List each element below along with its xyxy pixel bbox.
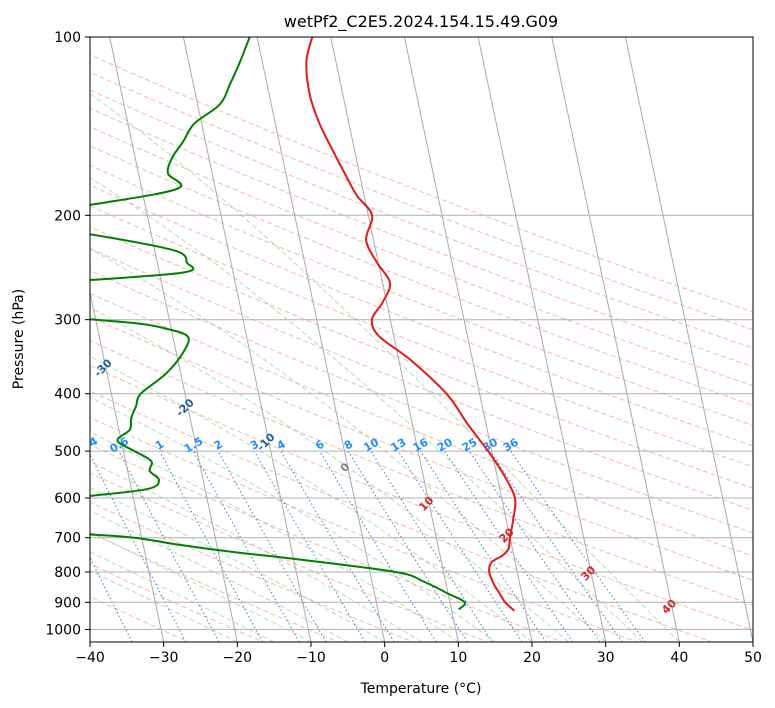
mixing-ratio-lines (90, 450, 646, 642)
isotherm-line (256, 37, 386, 642)
y-tick-label: 700 (54, 531, 81, 547)
isotherms (90, 37, 753, 642)
dry-adiabat-line (90, 164, 753, 426)
isotherm-line (90, 290, 165, 642)
y-tick-label: 600 (54, 491, 81, 507)
isotherm-line (403, 37, 533, 642)
x-tick-label: −20 (223, 650, 253, 666)
x-tick-label: 50 (744, 650, 762, 666)
isotherm-line (182, 37, 312, 642)
moist-adiabat-line (90, 355, 533, 642)
y-tick-label: 200 (54, 208, 81, 224)
isotherm-line (551, 37, 680, 642)
moist-adiabats (90, 92, 680, 642)
mixing-ratio-line (192, 450, 300, 642)
x-tick-label: −30 (149, 650, 179, 666)
y-tick-label: 500 (54, 444, 81, 460)
sounding-series (90, 37, 517, 612)
mixing-ratio-line (347, 450, 468, 642)
dry-adiabat-line (90, 145, 753, 406)
dry-adiabat-line (90, 316, 753, 581)
moist-adiabat-line (90, 510, 349, 642)
moist-adiabat-line (90, 396, 496, 642)
x-axis-title: Temperature (°C) (360, 681, 482, 697)
moist-adiabat-line (90, 247, 607, 642)
y-tick-label: 300 (54, 313, 81, 329)
pressure-gridlines (90, 37, 753, 630)
x-axis: −40 −30 −20 −10 0 10 20 30 40 50 (75, 642, 762, 666)
mixing-ratio-line (397, 450, 523, 642)
moist-adiabat-line (90, 431, 459, 642)
isotherm-line (109, 37, 238, 642)
x-tick-label: 0 (380, 650, 389, 666)
dry-adiabat-line (90, 416, 638, 642)
dry-adiabat-line (90, 126, 753, 387)
dry-adiabat-line (90, 205, 753, 468)
chart-title: wetPf2_C2E5.2024.154.15.49.G09 (284, 12, 558, 32)
mixing-ratio-line (444, 450, 574, 642)
dry-adiabat-line (90, 226, 753, 489)
dry-adiabat-line (90, 292, 753, 557)
moist-adiabat-line (90, 461, 422, 642)
y-tick-label: 400 (54, 387, 81, 403)
mixing-ratio-line (118, 450, 220, 642)
x-tick-label: 10 (449, 650, 467, 666)
dry-adiabat-line (90, 71, 753, 331)
mixing-ratio-line (90, 453, 187, 642)
mixing-ratio-line (419, 450, 547, 642)
isotherm-line (330, 37, 459, 642)
temperature-profile-line (305, 37, 517, 612)
isotherm-line (624, 37, 753, 642)
y-tick-label: 900 (54, 595, 81, 611)
y-tick-label: 100 (54, 30, 81, 46)
moist-adiabat-line (90, 570, 238, 642)
moist-adiabat-line (90, 92, 680, 642)
mixing-ratio-line (319, 450, 437, 642)
dry-adiabat-line (90, 89, 753, 349)
dewpoint-profile-line (90, 37, 466, 611)
x-tick-label: 30 (597, 650, 615, 666)
dry-adiabat-line (90, 107, 753, 368)
dry-adiabats (90, 54, 753, 642)
dry-adiabat-line (90, 444, 563, 642)
dry-adiabat-line (90, 472, 488, 642)
y-tick-label: 800 (54, 565, 81, 581)
y-axis-title: Pressure (hPa) (11, 289, 27, 389)
x-tick-label: 20 (523, 650, 541, 666)
moist-adiabat-line (90, 306, 570, 642)
mixing-ratio-label: 0.4 (77, 434, 101, 455)
mixing-ratio-line (468, 450, 601, 642)
mixing-ratio-line (159, 450, 264, 642)
isotherm-line (477, 37, 607, 642)
plot-area: 0.10.20.40.611.52346810131620253036-100-… (77, 37, 753, 642)
x-tick-label: −40 (75, 650, 105, 666)
y-axis: 100 200 300 400 500 600 700 800 900 1000 (45, 30, 90, 638)
moist-adiabat-line (90, 177, 643, 642)
x-tick-label: 40 (670, 650, 688, 666)
dry-adiabat-line (90, 390, 712, 642)
plot-frame (89, 36, 754, 643)
y-tick-label: 1000 (45, 622, 81, 638)
x-tick-label: −10 (296, 650, 326, 666)
mixing-ratio-line (489, 450, 623, 642)
